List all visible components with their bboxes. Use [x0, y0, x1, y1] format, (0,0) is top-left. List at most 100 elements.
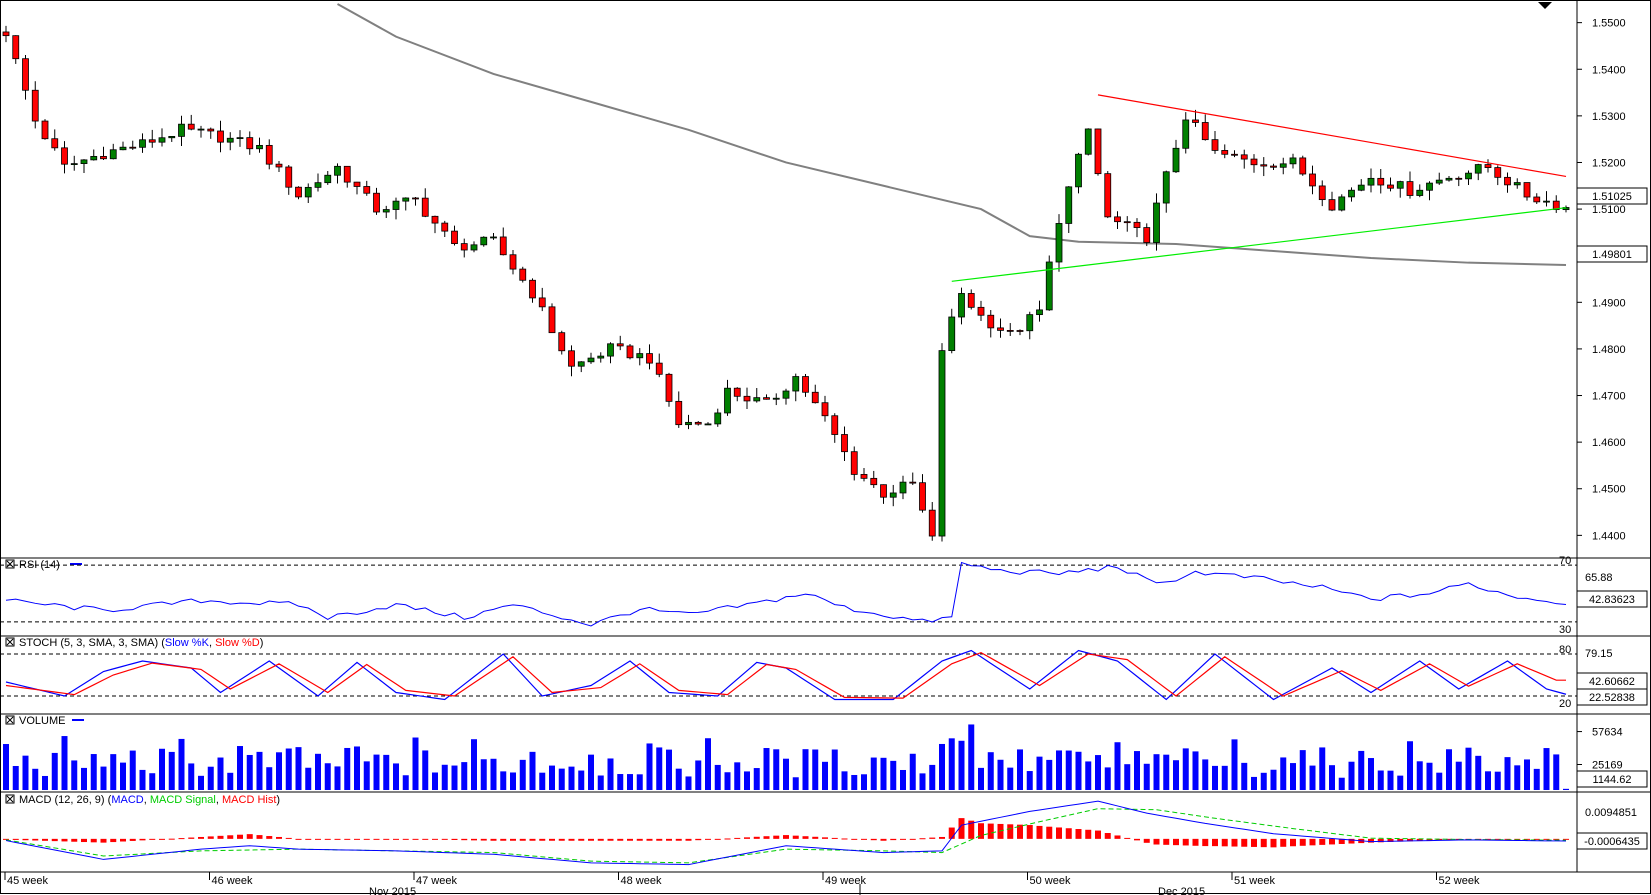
ma-price-label: 1.49801 — [1592, 249, 1632, 261]
macd-hist-bar — [207, 836, 214, 839]
volume-bar — [1221, 765, 1228, 790]
macd-hist-bar — [237, 834, 243, 839]
macd-hist-bar — [1260, 838, 1267, 848]
macd-hist-bar — [909, 838, 916, 840]
macd-hist-bar — [1446, 838, 1452, 840]
candle-body — [1221, 150, 1229, 155]
volume-bar — [773, 749, 780, 790]
volume-bar — [120, 762, 126, 790]
candle-body — [90, 155, 98, 161]
volume-bar — [1124, 764, 1131, 790]
volume-bar — [100, 766, 107, 790]
macd-value-box — [1576, 832, 1648, 850]
candle-body — [1348, 189, 1355, 198]
volume-bar — [1251, 776, 1257, 790]
macd-hist-bar — [480, 838, 487, 841]
candle-body — [928, 509, 936, 537]
macd-hist-bar — [685, 838, 692, 841]
volume-bar — [1231, 739, 1238, 790]
resistance-trendline — [1097, 94, 1567, 178]
candle-body — [1465, 172, 1472, 180]
candle-body — [1357, 184, 1365, 191]
macd-hist-bar — [1085, 829, 1092, 839]
rsi-close-cross-icon — [6, 560, 14, 568]
macd-hist-bar — [256, 835, 263, 839]
macd-hist-bar — [500, 838, 507, 841]
macd-hist-bar — [159, 838, 165, 840]
volume-bar — [334, 766, 341, 790]
volume-bar — [1104, 767, 1111, 790]
price-tick-label: 1.5200 — [1592, 157, 1626, 169]
volume-bar — [276, 752, 282, 790]
macd-hist-bar — [714, 838, 721, 840]
candle-body — [1211, 139, 1219, 151]
candle-body — [509, 254, 517, 270]
candle-body — [431, 215, 439, 224]
volume-bar — [1026, 771, 1033, 790]
volume-bar — [783, 758, 789, 790]
rsi-value-box — [1576, 590, 1648, 608]
week-label: 45 week — [7, 875, 48, 887]
candle-body — [1494, 167, 1502, 178]
candle-body — [626, 345, 634, 359]
volume-bar — [539, 772, 546, 790]
volume-bar — [285, 748, 292, 790]
volume-bar — [1036, 756, 1043, 790]
volume-bar — [597, 775, 604, 790]
macd-hist-bar — [1494, 838, 1501, 840]
macd-hist-bar — [1368, 838, 1374, 843]
volume-bar — [1514, 765, 1521, 790]
volume-bar — [1260, 772, 1267, 790]
macd-hist-bar — [1221, 838, 1228, 847]
macd-hist-bar — [1153, 838, 1160, 845]
volume-bar — [402, 775, 409, 790]
scroll-marker-icon[interactable] — [1538, 2, 1552, 9]
macd-hist-bar — [441, 838, 448, 840]
candle-body — [148, 139, 156, 143]
candle-body — [51, 138, 59, 149]
macd-hist-bar — [1543, 838, 1550, 840]
volume-bar — [1202, 759, 1209, 790]
volume-bar — [1056, 750, 1062, 790]
macd-hist-bar — [432, 838, 438, 840]
macd-hist-bar — [81, 838, 87, 843]
candle-body — [597, 355, 605, 359]
volume-bar — [432, 772, 438, 790]
volume-bar — [558, 768, 565, 790]
volume-bar — [1524, 759, 1530, 790]
volume-bar — [139, 769, 146, 790]
macd-hist-bar — [22, 838, 29, 841]
macd-hist-bar — [1299, 838, 1306, 846]
volume-bar — [900, 769, 906, 790]
macd-top-tick: 0.0094851 — [1585, 807, 1637, 819]
volume-bar — [968, 724, 975, 790]
macd-hist-bar — [802, 836, 809, 839]
candle-body — [129, 146, 137, 149]
candle-body — [831, 415, 839, 435]
volume-bar — [919, 773, 926, 790]
volume-bar — [617, 774, 624, 790]
candle-body — [792, 376, 800, 392]
candle-body — [265, 144, 273, 165]
macd-hist-bar — [100, 838, 107, 843]
candle-body — [1270, 165, 1277, 168]
candle-body — [100, 155, 107, 160]
volume-bar — [1046, 759, 1053, 790]
volume-bar — [948, 738, 955, 790]
volume-bar — [929, 764, 936, 790]
macd-hist-bar — [1163, 838, 1170, 845]
candle-body — [1513, 182, 1521, 186]
macd-hist-bar — [1241, 838, 1248, 847]
macd-hist-bar — [997, 823, 1004, 839]
price-labels: 1.51025 1.49801 — [1576, 187, 1648, 263]
price-tick-label: 1.4800 — [1592, 344, 1626, 356]
volume-bar — [1095, 755, 1101, 790]
macd-hist-bar — [529, 838, 536, 841]
candle-body — [421, 197, 429, 217]
candle-body — [304, 186, 312, 198]
volume-bar — [1455, 761, 1462, 790]
volume-bar — [1358, 750, 1365, 790]
volume-bar — [1416, 761, 1423, 790]
volume-bar — [441, 764, 448, 790]
volume-bar — [636, 774, 643, 790]
